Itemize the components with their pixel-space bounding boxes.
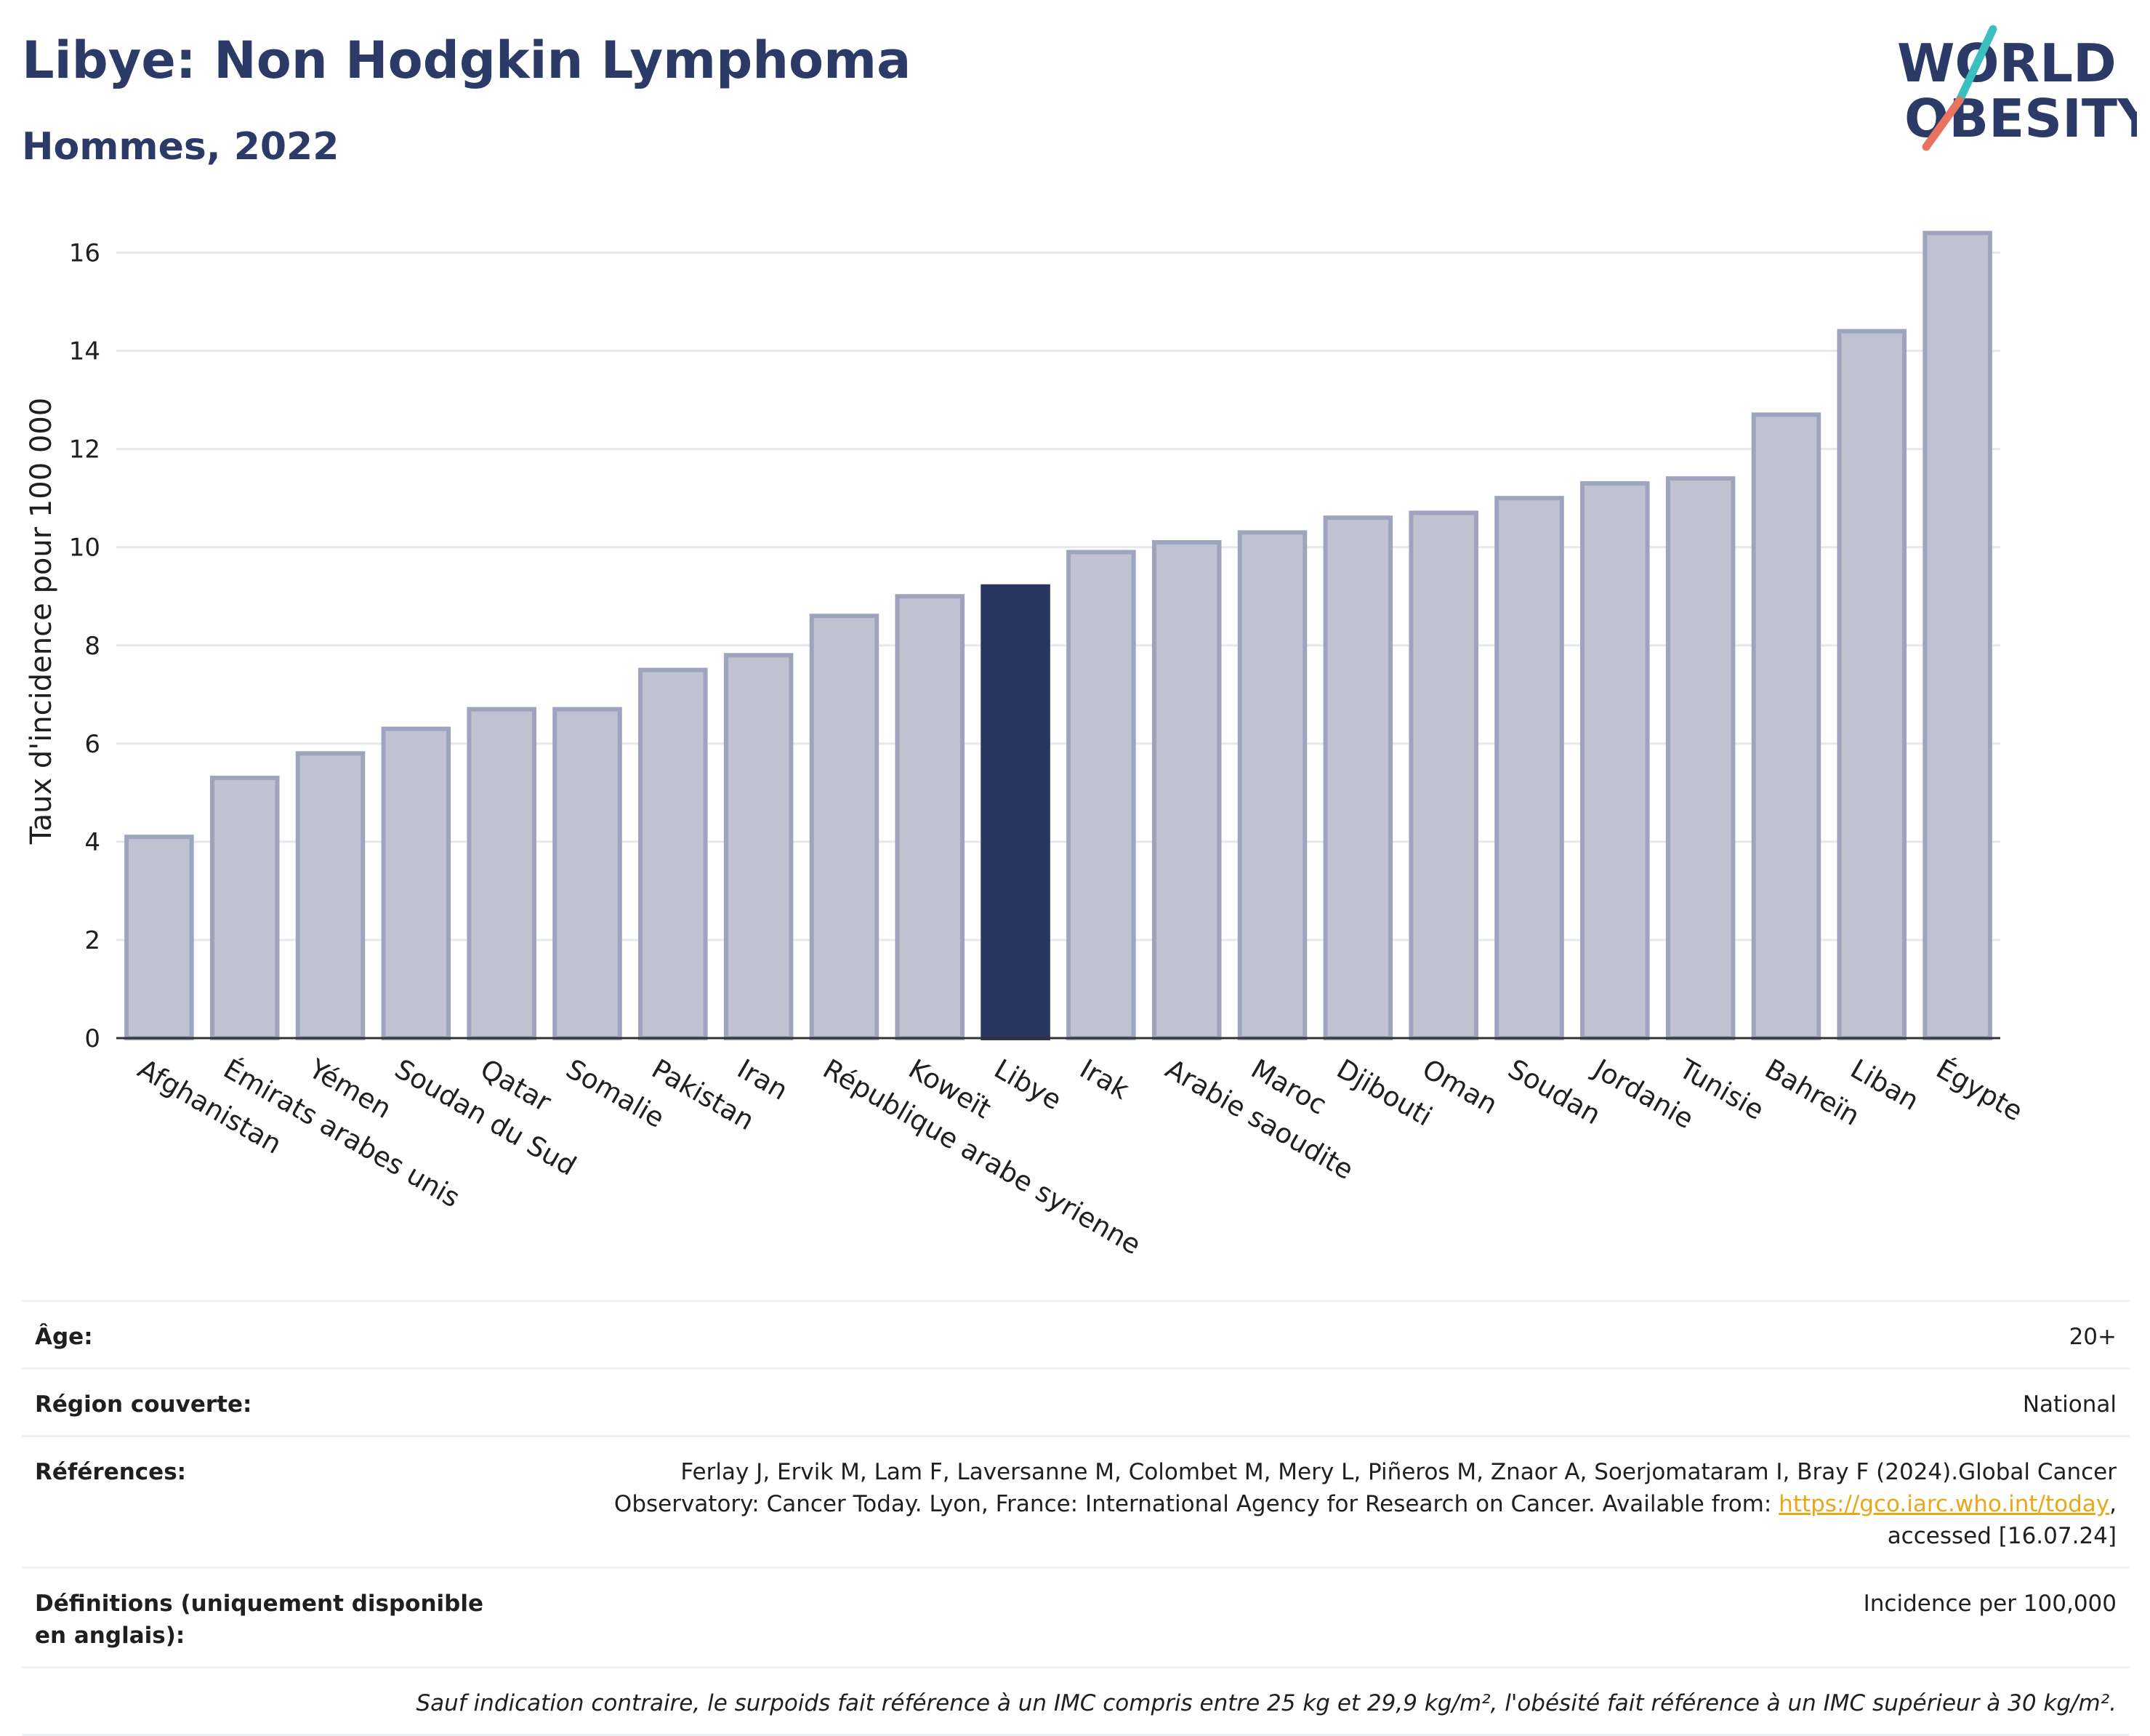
bar-somalie <box>552 707 622 1040</box>
bar-afghanistan <box>124 835 194 1040</box>
x-tick-label: Libye <box>989 1053 1067 1117</box>
y-tick-label: 16 <box>69 239 100 268</box>
references-label: Références: <box>35 1459 187 1485</box>
y-tick-label: 14 <box>69 337 100 366</box>
footnote: Sauf indication contraire, le surpoids f… <box>416 1690 2117 1716</box>
info-row-age: Âge: 20+ <box>22 1300 2130 1367</box>
bar-djibouti <box>1323 515 1393 1040</box>
y-tick-label: 0 <box>84 1024 100 1053</box>
y-tick-label: 12 <box>69 435 100 465</box>
bar-qatar <box>467 707 536 1040</box>
region-label: Région couverte: <box>35 1391 252 1418</box>
region-value: National <box>2022 1391 2117 1418</box>
y-tick-label: 4 <box>84 828 100 857</box>
logo-text-world: WORLD <box>1897 33 2117 94</box>
x-tick-label: Djibouti <box>1332 1053 1438 1133</box>
y-tick-label: 2 <box>84 926 100 955</box>
logo-slash-coral <box>1922 96 1964 151</box>
logo-text-obesity: OBESITY <box>1904 88 2137 149</box>
x-tick-label: Bahreïn <box>1760 1053 1865 1132</box>
y-tick-label: 6 <box>84 730 100 759</box>
x-tick-label: Soudan <box>1503 1053 1606 1131</box>
world-obesity-logo: WORLD OBESITY <box>1897 25 2137 151</box>
bar-iran <box>723 653 794 1040</box>
bar-émirats-arabes-unis <box>209 776 280 1040</box>
chart-subtitle: Hommes, 2022 <box>22 125 339 169</box>
bar-oman <box>1409 510 1478 1040</box>
bar-soudan <box>1494 496 1564 1041</box>
bar-république-arabe-syrienne <box>809 614 879 1040</box>
bar-soudan-du-sud <box>381 726 451 1040</box>
y-axis-ticks: 0 2 4 6 8 10 12 14 16 <box>69 239 100 1053</box>
bar-bahreïn <box>1751 412 1821 1040</box>
bar-yémen <box>295 751 366 1040</box>
info-table: Âge: 20+ Région couverte: National Référ… <box>22 1300 2130 1736</box>
logo-slash-teal <box>1955 25 1997 105</box>
y-axis-label: Taux d'incidence pour 100 000 <box>25 398 58 845</box>
references-line1: Ferlay J, Ervik M, Lam F, Laversanne M, … <box>680 1459 2117 1485</box>
bar-jordanie <box>1580 481 1650 1040</box>
definitions-value: Incidence per 100,000 <box>1863 1591 2117 1617</box>
bar-tunisie <box>1665 476 1736 1040</box>
references-line2: Observatory: Cancer Today. Lyon, France:… <box>613 1491 1772 1517</box>
x-tick-label: Afghanistan <box>132 1053 286 1160</box>
bar-arabie-saoudite <box>1151 539 1222 1040</box>
y-tick-label: 10 <box>69 534 100 563</box>
x-tick-label: Égypte <box>1931 1053 2029 1128</box>
definitions-label: Définitions (uniquement disponible en an… <box>35 1591 484 1649</box>
bar-libye <box>981 584 1050 1040</box>
bar-irak <box>1066 550 1136 1040</box>
info-row-region: Région couverte: National <box>22 1367 2130 1435</box>
age-label: Âge: <box>35 1324 93 1350</box>
bar-maroc <box>1237 530 1308 1040</box>
info-row-definitions: Définitions (uniquement disponible en an… <box>22 1567 2130 1666</box>
x-tick-label: Somalie <box>561 1053 670 1134</box>
bar-liban <box>1837 329 1907 1040</box>
references-link[interactable]: https://gco.iarc.who.int/today <box>1779 1491 2110 1517</box>
bars <box>124 230 1992 1041</box>
bar-égypte <box>1922 230 1992 1040</box>
chart-title: Libye: Non Hodgkin Lymphoma <box>22 31 911 90</box>
y-tick-label: 8 <box>84 632 100 661</box>
x-tick-label: Irak <box>1074 1053 1135 1106</box>
bar-pakistan <box>638 667 708 1040</box>
age-value: 20+ <box>2069 1324 2117 1350</box>
info-row-note: Sauf indication contraire, le surpoids f… <box>22 1666 2130 1736</box>
info-row-references: Références: Ferlay J, Ervik M, Lam F, La… <box>22 1435 2130 1567</box>
references-line3: accessed [16.07.24] <box>1887 1523 2117 1549</box>
references-value: Ferlay J, Ervik M, Lam F, Laversanne M, … <box>613 1459 2117 1549</box>
bar-koweït <box>895 594 965 1040</box>
